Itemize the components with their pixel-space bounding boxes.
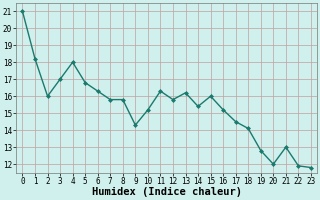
X-axis label: Humidex (Indice chaleur): Humidex (Indice chaleur) <box>92 187 242 197</box>
